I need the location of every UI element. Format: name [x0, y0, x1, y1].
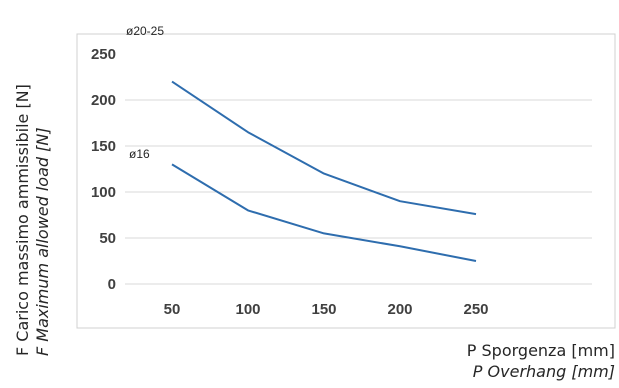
y-tick-label: 250 — [91, 46, 116, 63]
series-labels: ø20-25 ø16 — [126, 24, 164, 161]
series-line-1 — [171, 80, 477, 216]
x-axis-title-english: P Overhang [mm] — [473, 362, 615, 381]
y-axis-ticks: 0 50 100 150 200 250 — [91, 46, 116, 293]
y-tick-label: 50 — [99, 230, 116, 247]
series-line-2 — [171, 163, 477, 262]
x-axis-ticks: 50 100 150 200 250 — [164, 301, 489, 318]
y-tick-label: 200 — [91, 92, 116, 109]
x-tick-label: 150 — [311, 301, 336, 318]
y-tick-label: 100 — [91, 184, 116, 201]
x-tick-label: 200 — [387, 301, 412, 318]
series-lines — [171, 80, 477, 262]
y-tick-label: 150 — [91, 138, 116, 155]
gridlines — [125, 99, 592, 285]
x-tick-label: 50 — [164, 301, 181, 318]
series-label-1: ø20-25 — [126, 24, 164, 38]
x-tick-label: 250 — [463, 301, 488, 318]
chart-frame — [76, 33, 616, 329]
x-axis-title: P Sporgenza [mm] — [467, 341, 615, 360]
y-tick-label: 0 — [108, 276, 116, 293]
y-axis-title: F Carico massimo ammissibile [N] — [13, 84, 32, 356]
x-tick-label: 100 — [235, 301, 260, 318]
series-label-2: ø16 — [129, 147, 150, 161]
y-axis-title-english: F Maximum allowed load [N] — [33, 127, 52, 356]
